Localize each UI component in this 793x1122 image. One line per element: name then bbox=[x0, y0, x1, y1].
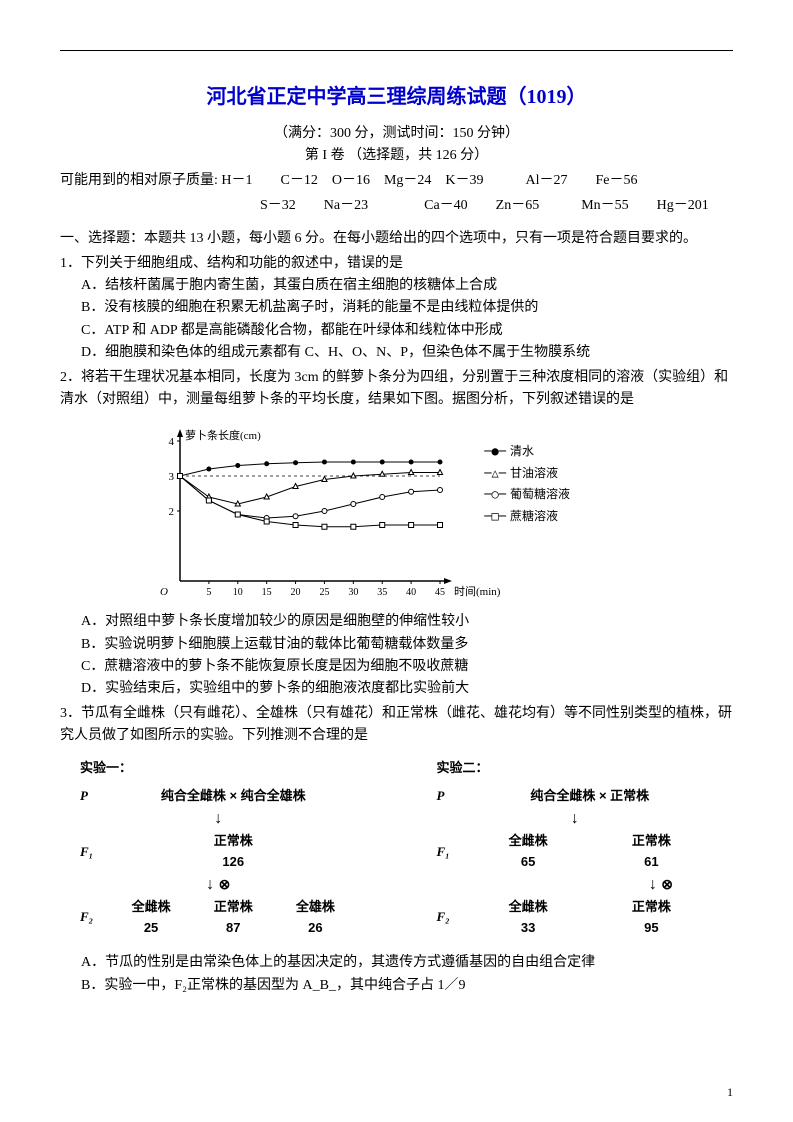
exp1-f2-m: 正常株 bbox=[214, 899, 253, 914]
q3-option-a: A．节瓜的性别是由常染色体上的基因决定的，其遗传方式遵循基因的自由组合定律 bbox=[81, 952, 733, 974]
exp2-f2-rn: 95 bbox=[644, 920, 658, 935]
page-number: 1 bbox=[727, 1083, 733, 1102]
exp1-f2-mn: 87 bbox=[226, 920, 240, 935]
svg-text:30: 30 bbox=[348, 587, 358, 598]
arrow-icon: ↓ bbox=[80, 811, 357, 827]
exp1-f1-n: 126 bbox=[222, 854, 244, 869]
question-2: 2．将若干生理状况基本相同，长度为 3cm 的鲜萝卜条分为四组，分别置于三种浓度… bbox=[60, 367, 733, 701]
experiment-diagram: 实验一： P 纯合全雌株 × 纯合全雄株 ↓ F₁ 正常株 126 ↓ ⊗ F₂… bbox=[80, 758, 713, 943]
exam-subtitle: （满分：300 分，测试时间：150 分钟） bbox=[60, 123, 733, 145]
self-cross-icon: ⊗ bbox=[661, 876, 673, 892]
exam-title: 河北省正定中学高三理综周练试题（1019） bbox=[60, 81, 733, 113]
q1-option-c: C．ATP 和 ADP 都是高能磷酸化合物，都能在叶绿体和线粒体中形成 bbox=[81, 320, 733, 342]
arrow-icon: ↓ bbox=[437, 811, 714, 827]
self-cross-icon: ⊗ bbox=[219, 876, 231, 892]
exp2-p: 纯合全雌株 × 正常株 bbox=[467, 786, 714, 807]
label-p: P bbox=[80, 786, 110, 807]
exp2-f1-rn: 61 bbox=[644, 854, 658, 869]
legend-item: ─△─甘油溶液 bbox=[484, 463, 570, 485]
svg-text:萝卜条长度(cm): 萝卜条长度(cm) bbox=[185, 428, 261, 442]
svg-text:时间(min): 时间(min) bbox=[454, 585, 501, 598]
part-title: 第 I 卷 （选择题，共 126 分） bbox=[60, 145, 733, 167]
exp2-f2-r: 正常株 bbox=[632, 899, 671, 914]
q1-option-b: B．没有核膜的细胞在积累无机盐离子时，消耗的能量不是由线粒体提供的 bbox=[81, 297, 733, 319]
svg-text:O: O bbox=[160, 586, 168, 598]
exp1-title: 实验一： bbox=[80, 758, 357, 779]
svg-text:15: 15 bbox=[262, 587, 272, 598]
q1-option-d: D．细胞膜和染色体的组成元素都有 C、H、O、N、P，但染色体不属于生物膜系统 bbox=[81, 342, 733, 364]
q3-option-b: B．实验一中，F₂正常株的基因型为 A_B_，其中纯合子占 1／9 bbox=[81, 975, 733, 997]
exp2-f1-ln: 65 bbox=[521, 854, 535, 869]
top-rule bbox=[60, 50, 733, 51]
experiment-2: 实验二： P 纯合全雌株 × 正常株 ↓ F₁ 全雌株65 正常株61 ↓ ⊗ … bbox=[437, 758, 714, 943]
svg-text:45: 45 bbox=[435, 587, 445, 598]
q2-option-d: D．实验结束后，实验组中的萝卜条的细胞液浓度都比实验前大 bbox=[81, 678, 733, 700]
label-p: P bbox=[437, 786, 467, 807]
q2-option-b: B．实验说明萝卜细胞膜上运载甘油的载体比葡萄糖载体数量多 bbox=[81, 634, 733, 656]
exp1-f1: 正常株 bbox=[214, 833, 253, 848]
q1-stem: 1．下列关于细胞组成、结构和功能的叙述中，错误的是 bbox=[60, 253, 733, 275]
arrow-icon: ↓ ⊗ bbox=[437, 877, 714, 893]
q2-chart: 23451015202530354045O萝卜条长度(cm)时间(min) ─●… bbox=[140, 421, 560, 601]
section-intro: 一、选择题：本题共 13 小题，每小题 6 分。在每小题给出的四个选项中，只有一… bbox=[60, 228, 733, 250]
exp2-title: 实验二： bbox=[437, 758, 714, 779]
question-1: 1．下列关于细胞组成、结构和功能的叙述中，错误的是 A．结核杆菌属于胞内寄生菌，… bbox=[60, 253, 733, 365]
label-f2: F₂ bbox=[80, 907, 110, 928]
svg-text:5: 5 bbox=[206, 587, 211, 598]
question-3: 3．节瓜有全雌株（只有雌花）、全雄株（只有雄花）和正常株（雌花、雄花均有）等不同… bbox=[60, 703, 733, 997]
arrow-icon: ↓ ⊗ bbox=[80, 877, 357, 893]
chart-legend: ─●─清水─△─甘油溶液─○─葡萄糖溶液─□─蔗糖溶液 bbox=[484, 441, 570, 527]
exp1-p: 纯合全雌株 × 纯合全雄株 bbox=[110, 786, 357, 807]
svg-text:4: 4 bbox=[169, 436, 175, 448]
q2-option-c: C．蔗糖溶液中的萝卜条不能恢复原长度是因为细胞不吸收蔗糖 bbox=[81, 656, 733, 678]
q2-option-a: A．对照组中萝卜条长度增加较少的原因是细胞壁的伸缩性较小 bbox=[81, 611, 733, 633]
svg-text:10: 10 bbox=[233, 587, 243, 598]
masses-line-1: 可能用到的相对原子质量: H－1 C－12 O－16 Mg－24 K－39 Al… bbox=[60, 168, 733, 193]
svg-text:2: 2 bbox=[169, 506, 175, 518]
label-f1: F₁ bbox=[80, 842, 110, 863]
exp1-f2-l: 全雌株 bbox=[132, 899, 171, 914]
q2-stem: 2．将若干生理状况基本相同，长度为 3cm 的鲜萝卜条分为四组，分别置于三种浓度… bbox=[60, 367, 733, 412]
exp2-f2-ln: 33 bbox=[521, 920, 535, 935]
svg-text:40: 40 bbox=[406, 587, 416, 598]
svg-text:25: 25 bbox=[319, 587, 329, 598]
exp2-f1-r: 正常株 bbox=[632, 833, 671, 848]
q1-option-a: A．结核杆菌属于胞内寄生菌，其蛋白质在宿主细胞的核糖体上合成 bbox=[81, 275, 733, 297]
legend-item: ─●─清水 bbox=[484, 441, 570, 463]
svg-text:3: 3 bbox=[169, 471, 175, 483]
legend-item: ─□─蔗糖溶液 bbox=[484, 506, 570, 528]
masses-line-2: S－32 Na－23 Ca－40 Zn－65 Mn－55 Hg－201 bbox=[60, 193, 733, 218]
label-f2: F₂ bbox=[437, 907, 467, 928]
exp1-f2-r: 全雄株 bbox=[296, 899, 335, 914]
svg-text:35: 35 bbox=[377, 587, 387, 598]
exp2-f2-l: 全雌株 bbox=[509, 899, 548, 914]
label-f1: F₁ bbox=[437, 842, 467, 863]
atomic-masses: 可能用到的相对原子质量: H－1 C－12 O－16 Mg－24 K－39 Al… bbox=[60, 168, 733, 218]
experiment-1: 实验一： P 纯合全雌株 × 纯合全雄株 ↓ F₁ 正常株 126 ↓ ⊗ F₂… bbox=[80, 758, 357, 943]
legend-item: ─○─葡萄糖溶液 bbox=[484, 484, 570, 506]
svg-text:20: 20 bbox=[291, 587, 301, 598]
exp2-f1-l: 全雌株 bbox=[509, 833, 548, 848]
q3-stem: 3．节瓜有全雌株（只有雌花）、全雄株（只有雄花）和正常株（雌花、雄花均有）等不同… bbox=[60, 703, 733, 748]
exp1-f2-ln: 25 bbox=[144, 920, 158, 935]
exp1-f2-rn: 26 bbox=[308, 920, 322, 935]
